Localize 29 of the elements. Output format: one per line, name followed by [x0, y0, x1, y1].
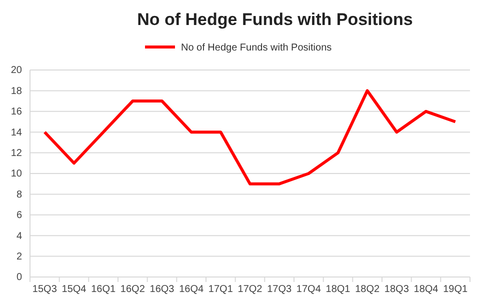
- y-tick-label: 14: [10, 127, 22, 138]
- y-tick-label: 10: [10, 168, 22, 180]
- x-tick-label: 16Q1: [91, 284, 116, 296]
- y-tick-label: 8: [16, 189, 22, 200]
- x-tick-label: 15Q4: [62, 284, 87, 296]
- y-tick-label: 0: [16, 272, 22, 284]
- x-tick-label: 17Q1: [208, 284, 234, 296]
- x-tick-label: 17Q4: [296, 284, 322, 296]
- x-tick-label: 19Q1: [443, 284, 468, 296]
- y-tick-label: 20: [10, 65, 22, 76]
- x-tick-label: 16Q4: [179, 284, 204, 296]
- y-tick-label: 6: [16, 210, 22, 222]
- y-tick-label: 4: [16, 230, 22, 242]
- x-tick-label: 17Q3: [267, 284, 292, 296]
- y-tick-label: 12: [10, 148, 22, 159]
- x-tick-label: 16Q3: [150, 284, 175, 296]
- x-tick-label: 18Q2: [355, 284, 380, 296]
- x-tick-label: 18Q3: [384, 284, 410, 296]
- line-series: [43, 89, 457, 186]
- y-tick-label: 2: [16, 252, 22, 262]
- y-tick-label: 16: [10, 106, 22, 118]
- x-tick-label: 16Q2: [120, 284, 146, 296]
- x-tick-label: 18Q1: [326, 284, 351, 296]
- x-tick-label: 17Q2: [238, 284, 263, 296]
- chart-title: No of Hedge Funds with Positions: [137, 10, 413, 29]
- x-tick-label: 15Q3: [32, 284, 58, 296]
- legend-label: No of Hedge Funds with Positions: [181, 42, 332, 54]
- y-tick-label: 18: [10, 86, 22, 97]
- x-tick-label: 18Q4: [414, 284, 439, 296]
